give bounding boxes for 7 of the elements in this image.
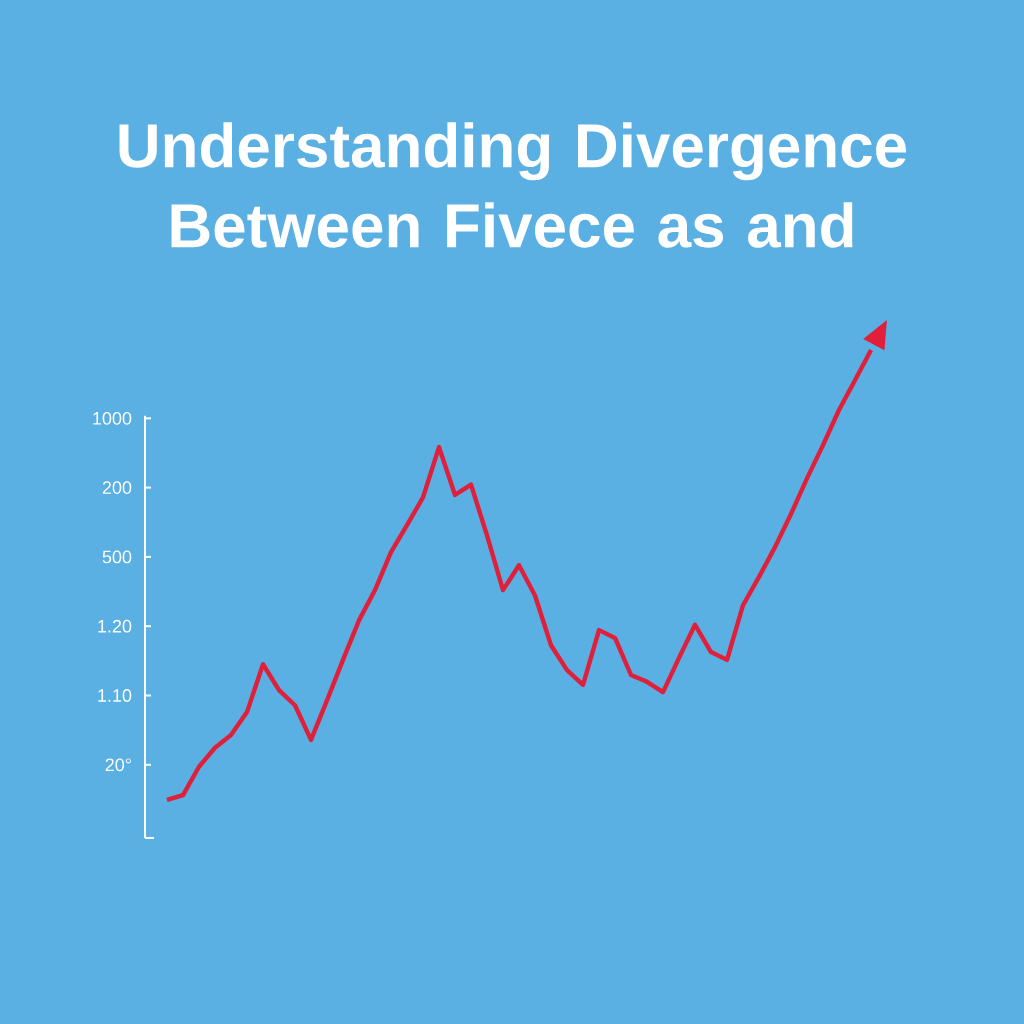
text: 1000	[93, 411, 132, 425]
text: 1.10	[98, 689, 132, 702]
chart-title: Understanding Divergence Between Fivece as and	[119, 122, 907, 248]
text: 200	[102, 481, 132, 494]
text: 500	[102, 550, 132, 564]
text: 20°	[105, 758, 131, 772]
text: 1.20	[98, 619, 132, 633]
